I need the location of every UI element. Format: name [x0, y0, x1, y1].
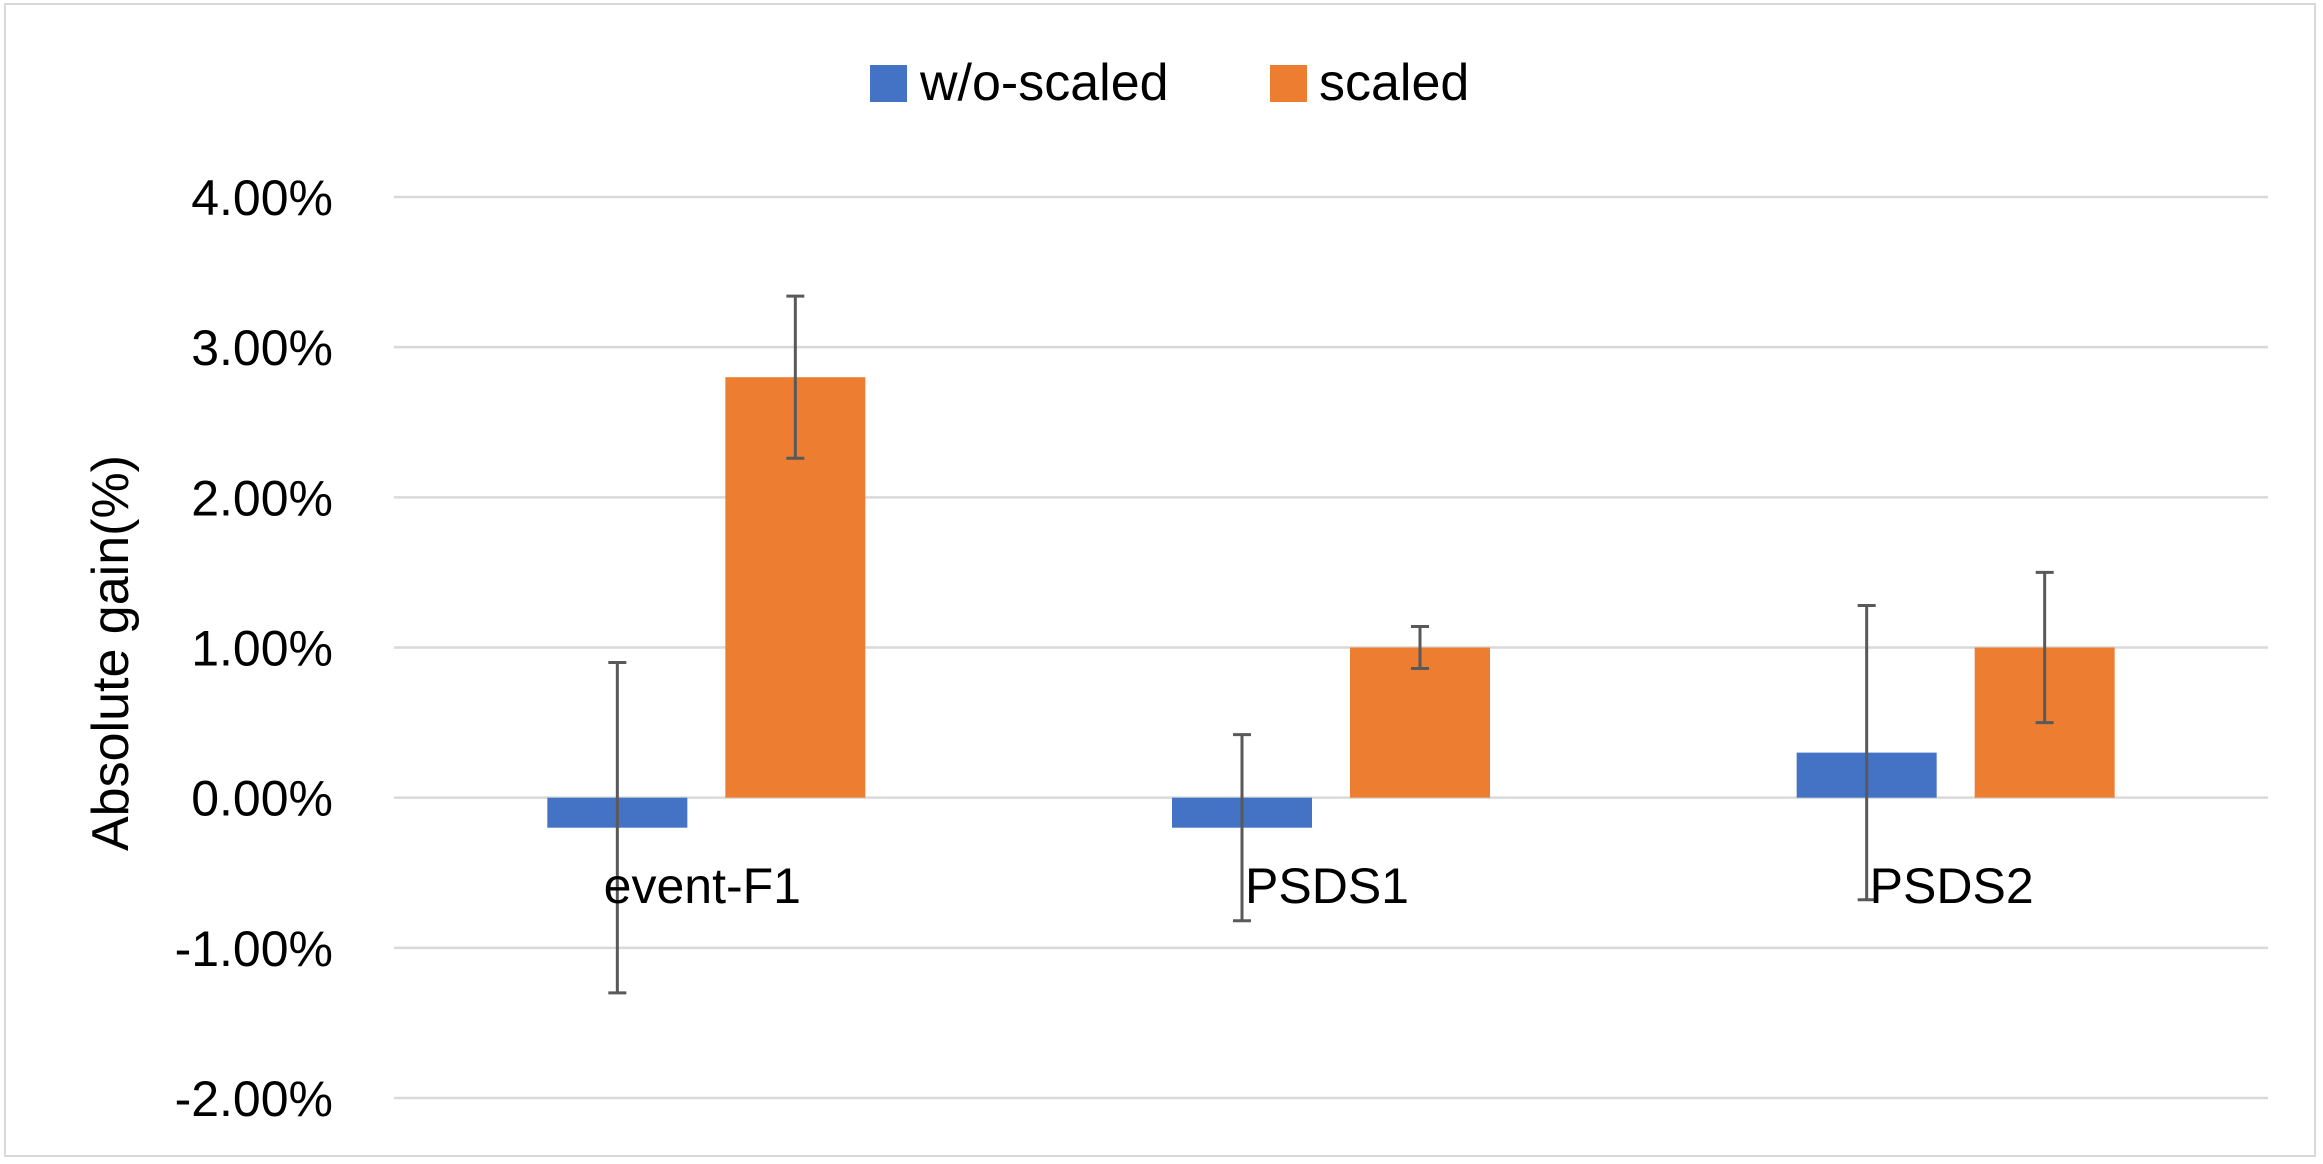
category-label: event-F1 [604, 858, 801, 914]
error-bar [1411, 624, 1429, 671]
category-labels: event-F1 PSDS1 PSDS2 [604, 858, 2034, 914]
y-tick-label: 2.00% [191, 470, 333, 526]
y-tick-label: -1.00% [175, 921, 333, 977]
y-tick-label: 3.00% [191, 320, 333, 376]
y-tick-label: 0.00% [191, 771, 333, 827]
error-bar [608, 661, 627, 995]
legend-swatch [870, 65, 907, 102]
legend: w/o-scaled scaled [870, 54, 1469, 112]
legend-item: w/o-scaled [870, 54, 1169, 112]
error-bar [2035, 570, 2054, 725]
error-bar [1233, 733, 1251, 923]
y-tick-label: 4.00% [191, 170, 333, 226]
legend-swatch [1270, 65, 1307, 102]
y-axis-tick-labels: 4.00% 3.00% 2.00% 1.00% 0.00% -1.00% -2.00% [175, 170, 333, 1127]
error-bar [786, 294, 805, 460]
error-bar [1857, 603, 1876, 902]
y-tick-label: -2.00% [175, 1071, 333, 1127]
bar-scaled [1350, 647, 1490, 798]
error-bars [608, 294, 2054, 995]
category-label: PSDS1 [1245, 858, 1409, 914]
legend-item: scaled [1270, 54, 1469, 112]
category-label: PSDS2 [1870, 858, 2034, 914]
y-axis-title: Absolute gain(%) [82, 455, 140, 851]
bar-chart: 4.00% 3.00% 2.00% 1.00% 0.00% -1.00% -2.00% ev… [82, 54, 2268, 1127]
gridlines [394, 195, 2268, 1100]
legend-label: scaled [1319, 54, 1469, 112]
bars [547, 377, 2115, 828]
chart-frame: 4.00% 3.00% 2.00% 1.00% 0.00% -1.00% -2.00% ev… [4, 3, 2316, 1157]
y-tick-label: 1.00% [191, 621, 333, 677]
legend-label: w/o-scaled [919, 54, 1169, 112]
